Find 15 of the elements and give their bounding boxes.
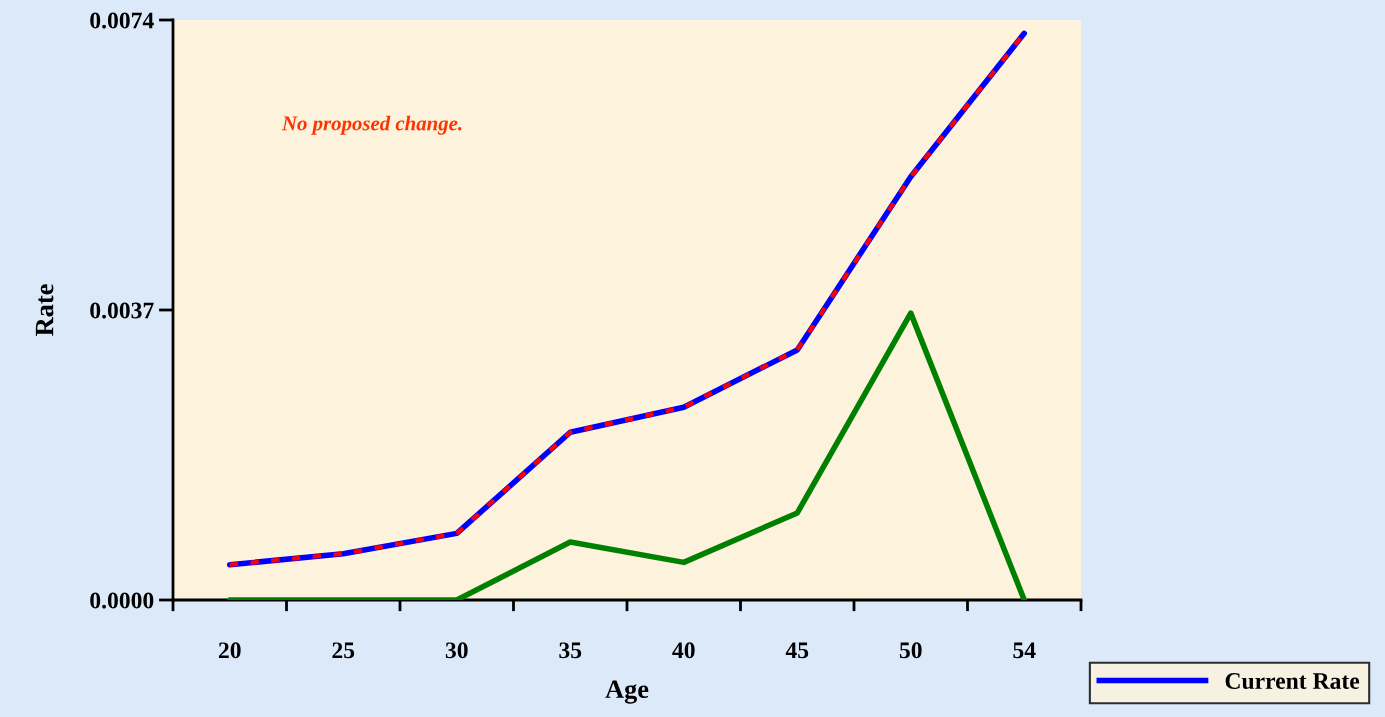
y-axis-title: Rate <box>35 284 54 336</box>
x-tick-label: 35 <box>559 642 582 659</box>
x-axis-title: Age <box>605 680 649 704</box>
x-tick-label: 45 <box>785 642 809 659</box>
legend-label: Current Rate <box>1225 673 1360 690</box>
x-tick-label: 40 <box>672 642 695 659</box>
x-tick-label: 20 <box>218 642 241 659</box>
x-tick-label: 30 <box>445 642 468 659</box>
x-tick-label: 54 <box>1013 642 1036 659</box>
x-tick-label: 50 <box>899 642 922 659</box>
y-tick-label: 0.0037 <box>90 302 154 319</box>
annotation: No proposed change. <box>281 115 462 135</box>
x-tick-label: 25 <box>332 642 355 659</box>
y-tick-label: 0.0074 <box>90 12 154 29</box>
y-tick-label: 0.0000 <box>90 592 154 609</box>
